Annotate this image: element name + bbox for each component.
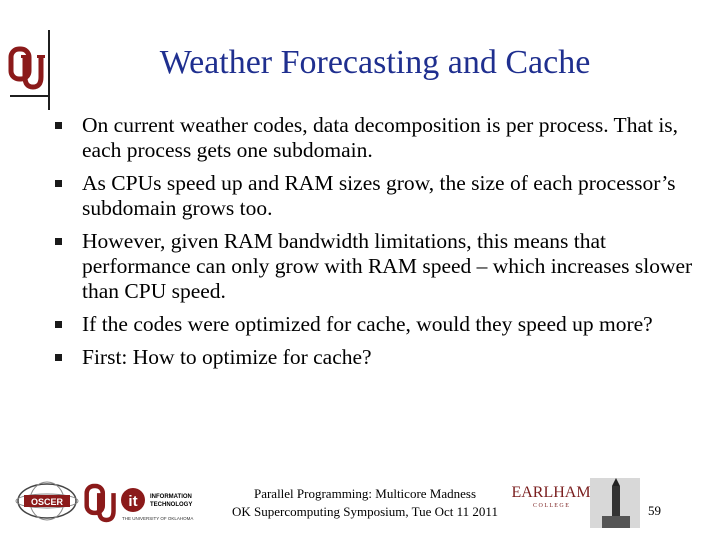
oscer-logo-text: OSCER bbox=[31, 497, 64, 507]
square-bullet-icon bbox=[55, 321, 62, 328]
bullet-text: However, given RAM bandwidth limitations… bbox=[82, 229, 693, 303]
oscer-logo-icon: OSCER bbox=[15, 481, 79, 521]
bullet-text: On current weather codes, data decomposi… bbox=[82, 113, 679, 162]
it-logo-line1: INFORMATION bbox=[150, 494, 192, 500]
footer-line-1: Parallel Programming: Multicore Madness bbox=[253, 486, 477, 501]
square-bullet-icon bbox=[55, 122, 62, 129]
earlham-logo-sub: C O L L E G E bbox=[533, 503, 569, 509]
bullet-item: First: How to optimize for cache? bbox=[55, 345, 695, 370]
it-logo-icon: it INFORMATION TECHNOLOGY THE UNIVERSITY… bbox=[121, 488, 193, 521]
bullet-list: On current weather codes, data decomposi… bbox=[55, 113, 695, 378]
ou-footer-logo-icon bbox=[84, 483, 116, 523]
bullet-text: As CPUs speed up and RAM sizes grow, the… bbox=[82, 171, 676, 220]
it-logo-sub: THE UNIVERSITY OF OKLAHOMA bbox=[122, 516, 193, 521]
bullet-item: On current weather codes, data decomposi… bbox=[55, 113, 695, 163]
bullet-item: If the codes were optimized for cache, w… bbox=[55, 312, 695, 337]
header-horizontal-rule bbox=[10, 95, 50, 97]
square-bullet-icon bbox=[55, 238, 62, 245]
slide-title: Weather Forecasting and Cache bbox=[159, 44, 591, 81]
square-bullet-icon bbox=[55, 354, 62, 361]
ou-logo-icon bbox=[8, 46, 45, 90]
svg-text:it: it bbox=[128, 493, 137, 510]
bullet-item: However, given RAM bandwidth limitations… bbox=[55, 229, 695, 304]
bullet-item: As CPUs speed up and RAM sizes grow, the… bbox=[55, 171, 695, 221]
bullet-text: If the codes were optimized for cache, w… bbox=[82, 312, 653, 336]
footer-line-2: OK Supercomputing Symposium, Tue Oct 11 … bbox=[232, 504, 498, 519]
page-number: 59 bbox=[648, 503, 661, 518]
earlham-logo-text: EARLHAM bbox=[511, 484, 590, 501]
header-vertical-rule bbox=[48, 30, 50, 110]
it-logo-line2: TECHNOLOGY bbox=[150, 502, 192, 508]
bullet-text: First: How to optimize for cache? bbox=[82, 345, 372, 369]
footer-text: Parallel Programming: Multicore Madness … bbox=[215, 485, 515, 521]
tower-photo-icon bbox=[590, 478, 640, 528]
earlham-logo-icon: EARLHAM C O L L E G E bbox=[511, 484, 590, 509]
square-bullet-icon bbox=[55, 180, 62, 187]
